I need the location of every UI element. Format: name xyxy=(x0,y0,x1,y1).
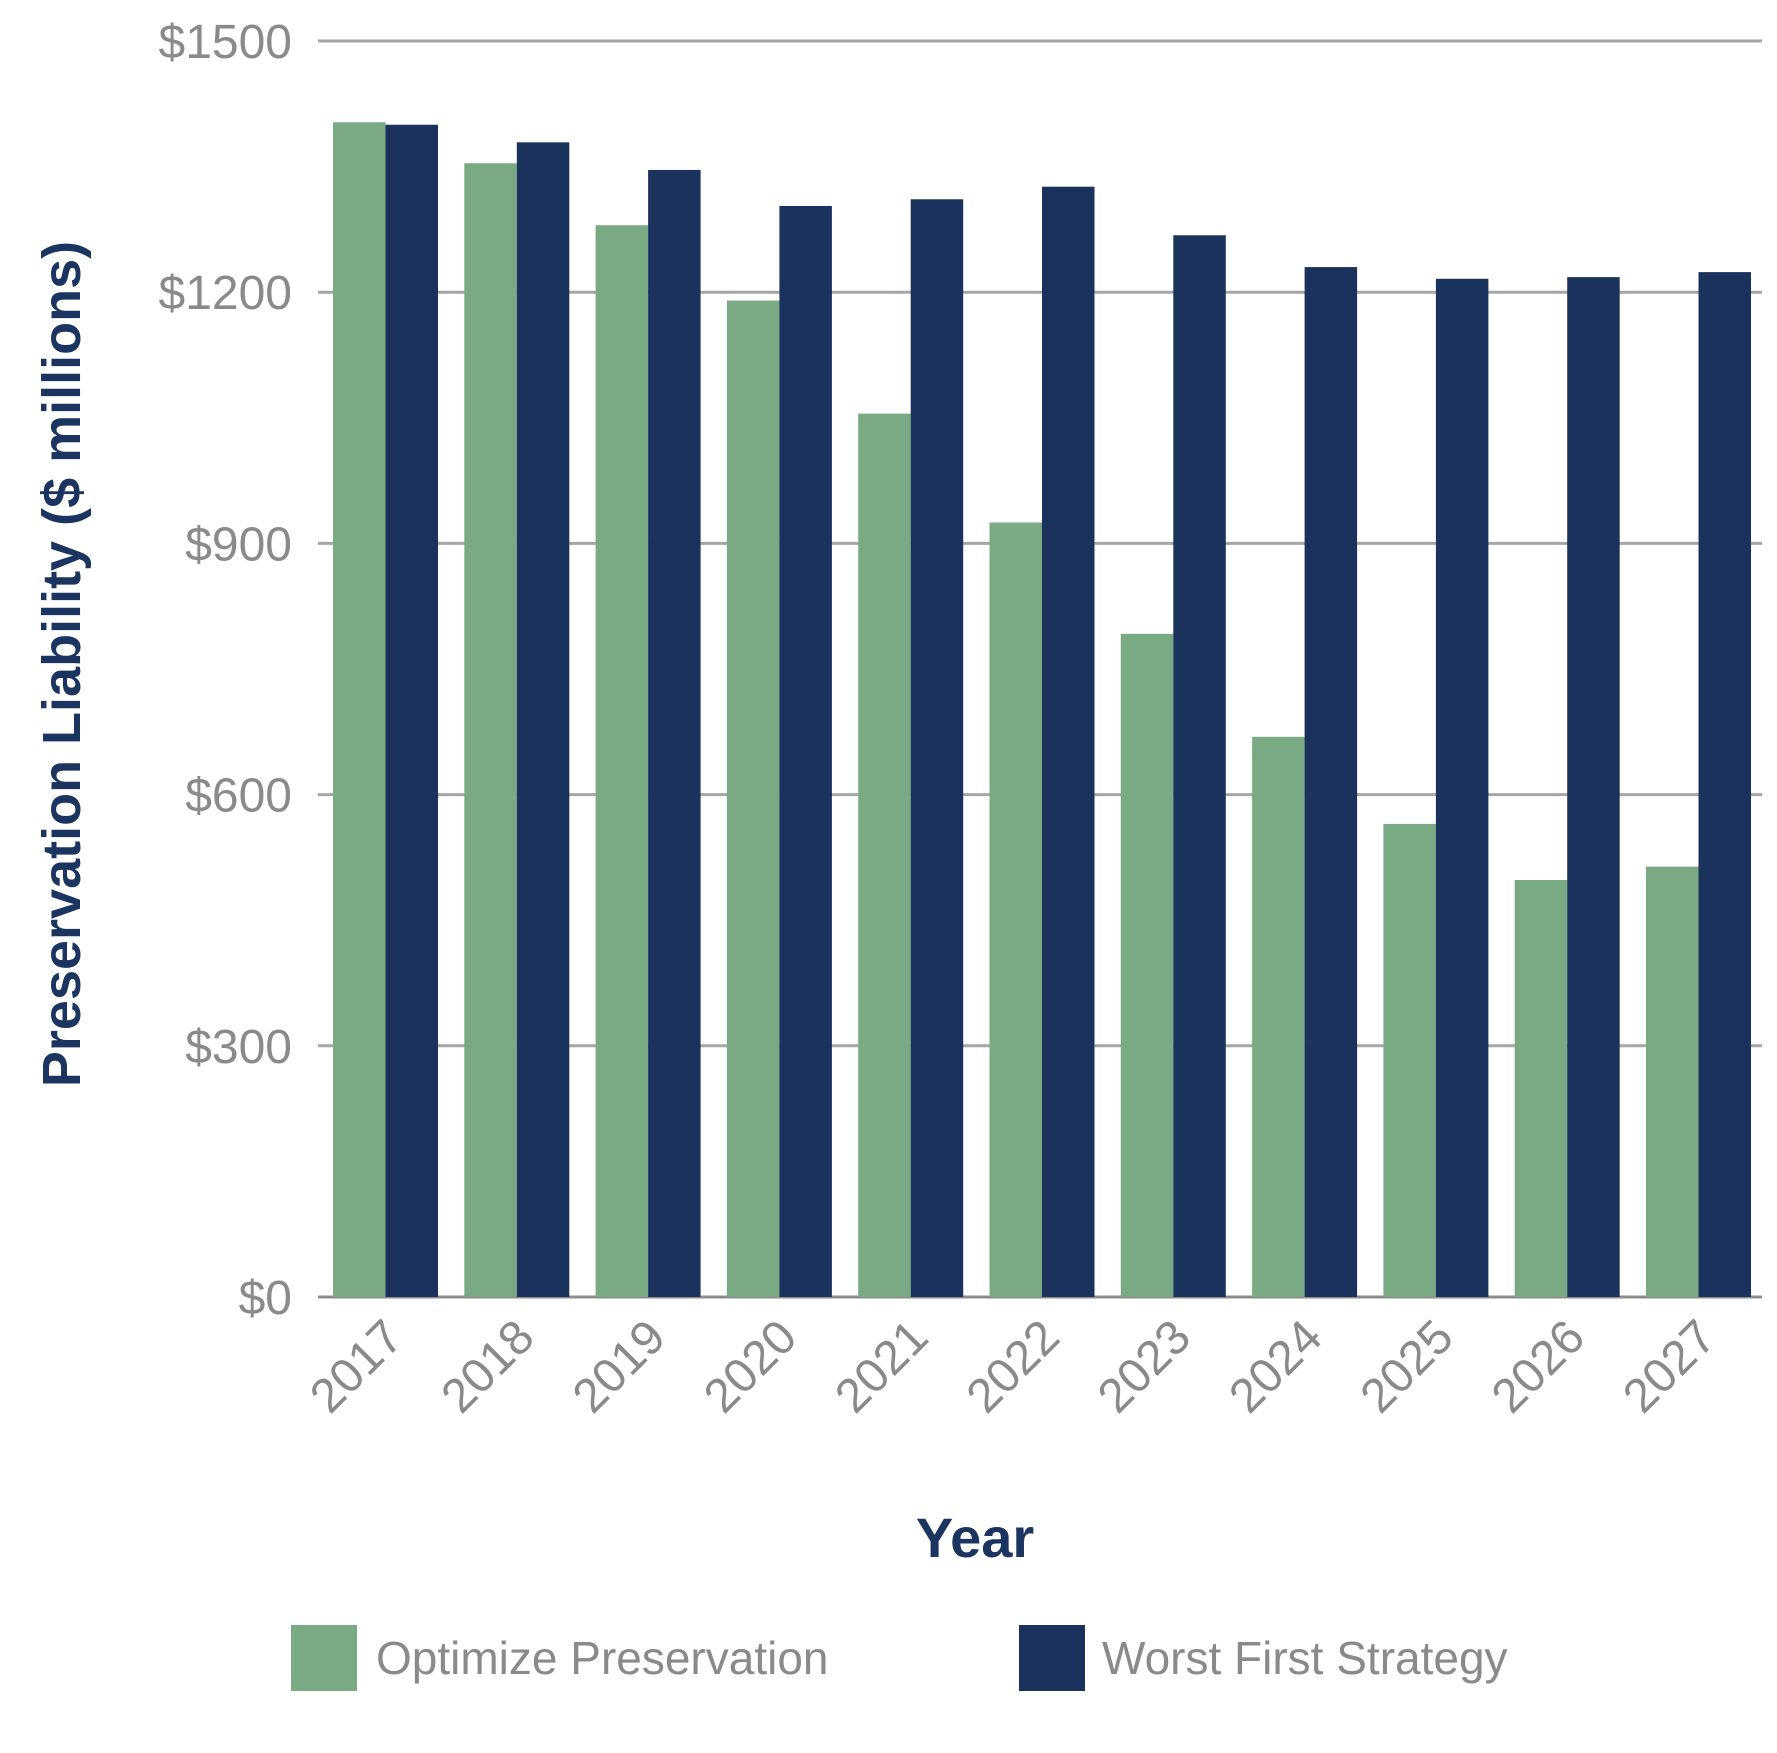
y-axis-tick-labels: $0 $300 $600 $900 $1200 $1500 xyxy=(159,16,292,1325)
bar-worst-first-strategy-2025 xyxy=(1435,278,1489,1297)
bar-worst-first-strategy-2022 xyxy=(1042,186,1095,1297)
bar-optimize-preservation-2022 xyxy=(989,522,1042,1297)
y-tick-label: $600 xyxy=(185,770,292,823)
y-tick-label: $1200 xyxy=(159,267,292,320)
bar-worst-first-strategy-2021 xyxy=(910,199,964,1298)
x-tick-label: 2017 xyxy=(300,1310,413,1423)
y-tick-label: $0 xyxy=(239,1272,292,1325)
bar-optimize-preservation-2023 xyxy=(1120,633,1174,1297)
x-tick-label: 2027 xyxy=(1613,1310,1726,1423)
legend-swatch xyxy=(291,1625,357,1691)
x-tick-label: 2024 xyxy=(1219,1310,1332,1423)
legend-label: Optimize Preservation xyxy=(376,1632,829,1684)
x-tick-label: 2023 xyxy=(1088,1310,1201,1423)
y-tick-label: $900 xyxy=(185,518,292,571)
bar-optimize-preservation-2026 xyxy=(1514,880,1568,1297)
bar-optimize-preservation-2020 xyxy=(726,300,780,1297)
y-tick-label: $300 xyxy=(185,1021,292,1074)
x-tick-label: 2018 xyxy=(432,1310,545,1423)
bar-optimize-preservation-2018 xyxy=(464,163,517,1297)
bar-optimize-preservation-2024 xyxy=(1252,736,1305,1297)
legend-label: Worst First Strategy xyxy=(1102,1632,1508,1684)
x-tick-label: 2022 xyxy=(957,1310,1070,1423)
bar-worst-first-strategy-2024 xyxy=(1304,267,1358,1298)
y-tick-label: $1500 xyxy=(159,16,292,69)
bar-worst-first-strategy-2027 xyxy=(1698,272,1751,1297)
bar-worst-first-strategy-2017 xyxy=(385,124,438,1298)
x-tick-label: 2020 xyxy=(694,1310,807,1423)
x-tick-label: 2021 xyxy=(825,1310,938,1423)
bar-worst-first-strategy-2026 xyxy=(1567,277,1620,1297)
bar-optimize-preservation-2021 xyxy=(858,413,911,1297)
legend: Optimize Preservation Worst First Strateg… xyxy=(291,1625,1508,1691)
bar-worst-first-strategy-2023 xyxy=(1173,235,1226,1297)
legend-item-optimize-preservation: Optimize Preservation xyxy=(291,1625,829,1691)
x-tick-label: 2025 xyxy=(1351,1310,1464,1423)
legend-item-worst-first-strategy: Worst First Strategy xyxy=(1019,1625,1508,1691)
bar-worst-first-strategy-2018 xyxy=(516,142,570,1297)
bar-worst-first-strategy-2020 xyxy=(779,205,832,1297)
x-tick-label: 2019 xyxy=(563,1310,676,1423)
bars xyxy=(333,122,1751,1298)
y-axis-title: Preservation Liability ($ millions) xyxy=(32,241,92,1087)
legend-swatch xyxy=(1019,1625,1085,1691)
bar-optimize-preservation-2027 xyxy=(1646,866,1699,1297)
bar-optimize-preservation-2017 xyxy=(333,122,386,1298)
bar-optimize-preservation-2019 xyxy=(595,225,649,1297)
x-axis-tick-labels: 2017 2018 2019 2020 2021 2022 2023 2024 2025 2026… xyxy=(300,1310,1726,1423)
bar-worst-first-strategy-2019 xyxy=(648,169,701,1297)
x-axis-title: Year xyxy=(916,1506,1034,1569)
bar-optimize-preservation-2025 xyxy=(1383,823,1436,1297)
x-tick-label: 2026 xyxy=(1482,1310,1595,1423)
